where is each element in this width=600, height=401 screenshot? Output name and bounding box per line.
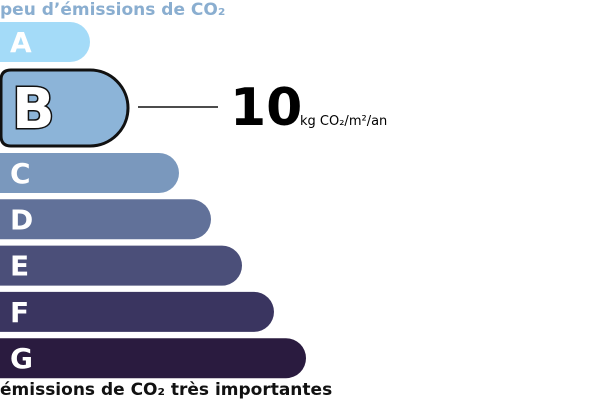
unit: kg CO₂/m²/an (300, 114, 387, 129)
class-letter: C (10, 157, 31, 190)
class-letter: D (10, 203, 33, 236)
class-bar (0, 22, 90, 62)
value: 10 (230, 78, 302, 138)
class-letter: B (12, 77, 55, 142)
class-bar (0, 338, 306, 379)
class-bar (0, 153, 179, 193)
class-bar (0, 68, 130, 148)
class-bar (0, 199, 211, 240)
top-label: peu d’émissions de CO₂ (0, 0, 225, 20)
class-letter: A (10, 26, 32, 59)
class-bar (0, 245, 242, 286)
class-letter: E (10, 250, 29, 283)
class-bar (0, 291, 274, 332)
class-letter: G (10, 342, 33, 375)
class-letter: F (10, 296, 29, 329)
bottom-label: émissions de CO₂ très importantes (0, 380, 332, 400)
